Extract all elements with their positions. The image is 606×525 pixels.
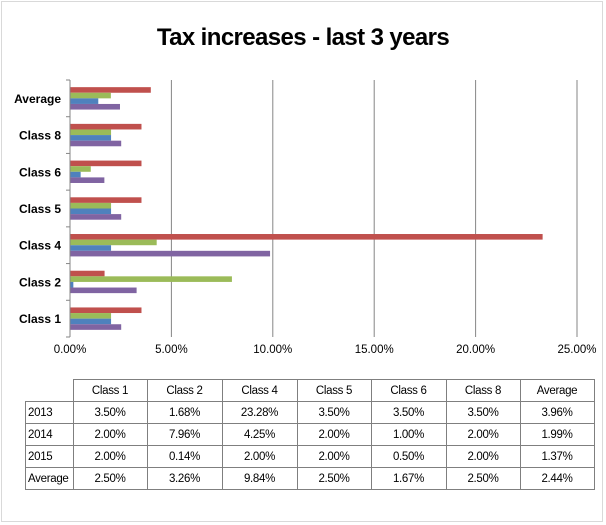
table-row-label: 2014 [25, 423, 74, 446]
bar [70, 250, 271, 257]
x-tick-label: 25.00% [557, 344, 596, 356]
table-cell: 2.00% [445, 423, 521, 446]
bar [70, 287, 137, 294]
bar [70, 103, 120, 110]
bar [70, 202, 112, 209]
bar [70, 307, 142, 314]
bar [70, 313, 112, 319]
bar [70, 245, 112, 251]
y-category-label: Class 8 [19, 129, 61, 143]
table-cell: 2.00% [296, 445, 372, 468]
table-cell: 2.00% [296, 423, 372, 446]
bar [70, 197, 142, 203]
table-cell: 7.96% [146, 423, 223, 446]
y-category-label: Class 4 [19, 239, 61, 253]
table-cell: 3.50% [296, 401, 372, 424]
table-cell: 2.00% [221, 445, 298, 468]
bar [70, 171, 81, 178]
table-body: 2013 3.50% 1.68% 23.28% 3.50% 3.50% 3.50% 3.96%… [25, 401, 595, 490]
table-cell: 0.50% [370, 445, 447, 468]
bar [70, 281, 74, 288]
table-cell: 3.96% [519, 401, 595, 424]
table-column-header: Class 1 [72, 379, 148, 402]
bar [70, 177, 105, 183]
table-column-header: Class 5 [296, 379, 372, 402]
bar [70, 234, 543, 240]
bar [70, 92, 111, 99]
table-column-header: Class 4 [221, 379, 298, 402]
table-column-header: Class 2 [146, 379, 223, 402]
table-corner-cell [25, 379, 74, 402]
bar [70, 166, 91, 172]
table-row: Average 2.50% 3.26% 9.84% 2.50% 1.67% 2.50% 2.4… [25, 467, 595, 490]
bar [70, 129, 112, 136]
bar-chart: 0.00% 5.00% 10.00% 15.00% 20.00% 25.00% Class … [14, 79, 597, 356]
axes [66, 79, 71, 338]
x-tick-label: 10.00% [253, 344, 292, 356]
table-cell: 3.50% [370, 401, 447, 424]
bar [70, 324, 122, 330]
bar [70, 135, 112, 141]
table-cell: 3.26% [146, 467, 223, 490]
table-row-label: 2013 [25, 401, 74, 424]
table-column-header: Class 6 [370, 379, 447, 402]
bar [70, 208, 112, 215]
bar [70, 214, 122, 220]
bar [70, 270, 105, 277]
bar [70, 87, 151, 93]
table-cell: 1.67% [370, 467, 447, 490]
table-cell: 4.25% [221, 423, 298, 446]
table-cell: 1.00% [370, 423, 447, 446]
table-cell: 3.50% [72, 401, 148, 424]
table-row: 2013 3.50% 1.68% 23.28% 3.50% 3.50% 3.50% 3.96% [25, 401, 595, 424]
tick-labels: 0.00% 5.00% 10.00% 15.00% 20.00% 25.00% Class … [14, 92, 596, 356]
table-row: 2015 2.00% 0.14% 2.00% 2.00% 0.50% 2.00% 1.37% [25, 445, 595, 468]
x-tick-label: 5.00% [155, 344, 188, 356]
table-column-header: Average [519, 379, 595, 402]
table-cell: 2.50% [445, 467, 521, 490]
gridlines [170, 80, 578, 337]
table-cell: 2.44% [519, 467, 595, 490]
x-tick-label: 0.00% [54, 344, 87, 356]
bar [70, 160, 142, 167]
y-category-label: Class 6 [19, 165, 61, 179]
bar [70, 318, 112, 325]
table-cell: 1.37% [519, 445, 595, 468]
bar [70, 276, 232, 282]
table-header-row: Class 1 Class 2 Class 4 Class 5 Class 6 Class… [25, 379, 595, 402]
table-cell: 23.28% [221, 401, 298, 424]
bar [70, 140, 122, 147]
chart-title: Tax increases - last 3 years [156, 24, 450, 51]
table-cell: 1.68% [146, 401, 223, 424]
table-cell: 0.14% [146, 445, 223, 468]
table-column-header: Class 8 [445, 379, 521, 402]
bar [70, 98, 99, 104]
table-row: 2014 2.00% 7.96% 4.25% 2.00% 1.00% 2.00% 1.99% [25, 423, 595, 446]
table-cell: 2.50% [296, 467, 372, 490]
bar [70, 123, 142, 130]
y-category-label: Class 1 [19, 312, 61, 326]
table-cell: 3.50% [445, 401, 521, 424]
bars [70, 87, 543, 330]
table-cell: 2.00% [72, 423, 148, 446]
bar [70, 239, 157, 246]
table-row-label: 2015 [25, 445, 74, 468]
y-category-label: Average [14, 92, 61, 106]
y-category-label: Class 5 [19, 202, 61, 216]
y-category-label: Class 2 [19, 275, 61, 289]
table-cell: 1.99% [519, 423, 595, 446]
table-cell: 9.84% [221, 467, 298, 490]
table-cell: 2.00% [72, 445, 148, 468]
data-table: Class 1 Class 2 Class 4 Class 5 Class 6 Class… [25, 379, 595, 490]
x-tick-label: 20.00% [456, 344, 495, 356]
table-cell: 2.00% [445, 445, 521, 468]
table-cell: 2.50% [72, 467, 148, 490]
x-tick-label: 15.00% [355, 344, 394, 356]
table-row-label: Average [25, 467, 74, 490]
